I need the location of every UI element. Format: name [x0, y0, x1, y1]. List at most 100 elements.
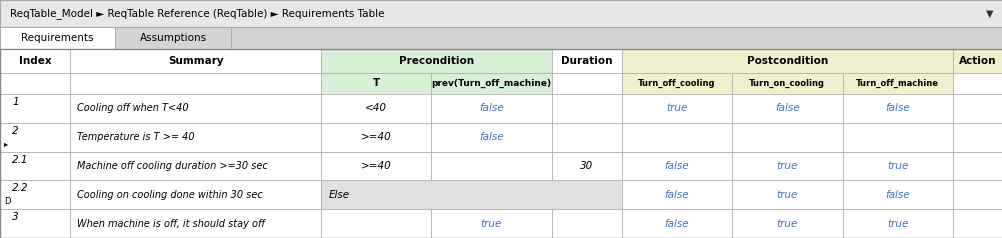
- Text: false: false: [885, 103, 909, 114]
- Bar: [0, 123, 70, 152]
- Text: Turn_on_cooling: Turn_on_cooling: [748, 79, 825, 88]
- Bar: [70, 94, 321, 123]
- Text: 2.2: 2.2: [12, 183, 28, 193]
- Text: false: false: [664, 218, 688, 229]
- Bar: [0, 180, 70, 209]
- Bar: [0, 209, 70, 238]
- Text: 1: 1: [12, 97, 19, 107]
- Text: true: true: [776, 161, 798, 171]
- Bar: [842, 180, 952, 209]
- Bar: [621, 209, 731, 238]
- Bar: [621, 49, 952, 73]
- Text: 2: 2: [12, 126, 19, 136]
- Text: Action: Action: [958, 56, 996, 66]
- Bar: [551, 123, 621, 152]
- Bar: [551, 209, 621, 238]
- Text: 3: 3: [12, 212, 19, 222]
- Bar: [321, 180, 621, 209]
- Bar: [551, 94, 621, 123]
- Text: false: false: [479, 103, 503, 114]
- Text: ▼: ▼: [985, 9, 992, 19]
- Bar: [0, 94, 70, 123]
- Bar: [621, 152, 731, 180]
- Text: Turn_off_cooling: Turn_off_cooling: [637, 79, 715, 88]
- Bar: [952, 180, 1002, 209]
- Bar: [952, 94, 1002, 123]
- Bar: [731, 180, 842, 209]
- Bar: [431, 94, 551, 123]
- Text: true: true: [776, 190, 798, 200]
- Text: Else: Else: [329, 190, 350, 200]
- Bar: [70, 123, 321, 152]
- Text: Temperature is T >= 40: Temperature is T >= 40: [77, 132, 194, 142]
- Bar: [230, 27, 1002, 49]
- Text: Cooling on cooling done within 30 sec: Cooling on cooling done within 30 sec: [77, 190, 263, 200]
- Bar: [731, 73, 842, 94]
- Text: Precondition: Precondition: [399, 56, 473, 66]
- Bar: [70, 152, 321, 180]
- Bar: [842, 94, 952, 123]
- Bar: [731, 152, 842, 180]
- Bar: [621, 180, 731, 209]
- Text: false: false: [885, 190, 909, 200]
- Bar: [731, 209, 842, 238]
- Bar: [842, 73, 952, 94]
- Bar: [321, 49, 551, 73]
- Text: >=40: >=40: [361, 132, 391, 142]
- Bar: [952, 49, 1002, 73]
- Bar: [952, 152, 1002, 180]
- Text: Cooling off when T<40: Cooling off when T<40: [77, 103, 188, 114]
- Text: Turn_off_machine: Turn_off_machine: [856, 79, 938, 88]
- Text: prev(Turn_off_machine): prev(Turn_off_machine): [431, 79, 551, 88]
- Text: 30: 30: [579, 161, 593, 171]
- Text: Postcondition: Postcondition: [745, 56, 828, 66]
- Bar: [0, 73, 70, 94]
- Bar: [621, 73, 731, 94]
- Bar: [115, 27, 230, 49]
- Text: true: true: [480, 218, 502, 229]
- Bar: [321, 152, 431, 180]
- Bar: [0, 152, 70, 180]
- Bar: [0, 0, 1002, 27]
- Text: <40: <40: [365, 103, 387, 114]
- Text: ReqTable_Model ► ReqTable Reference (ReqTable) ► Requirements Table: ReqTable_Model ► ReqTable Reference (Req…: [10, 8, 384, 19]
- Bar: [70, 49, 321, 73]
- Bar: [731, 123, 842, 152]
- Text: false: false: [664, 161, 688, 171]
- Text: ▸: ▸: [4, 139, 8, 148]
- Bar: [431, 123, 551, 152]
- Text: >=40: >=40: [361, 161, 391, 171]
- Text: true: true: [886, 218, 908, 229]
- Text: 2.1: 2.1: [12, 155, 28, 165]
- Text: Index: Index: [19, 56, 51, 66]
- Text: false: false: [479, 132, 503, 142]
- Bar: [321, 209, 431, 238]
- Bar: [70, 209, 321, 238]
- Text: Assumptions: Assumptions: [139, 33, 206, 43]
- Bar: [731, 94, 842, 123]
- Bar: [431, 209, 551, 238]
- Text: T: T: [372, 78, 380, 88]
- Bar: [842, 152, 952, 180]
- Bar: [0, 27, 115, 49]
- Bar: [0, 49, 70, 73]
- Bar: [621, 123, 731, 152]
- Text: When machine is off, it should stay off: When machine is off, it should stay off: [77, 218, 265, 229]
- Bar: [70, 180, 321, 209]
- Text: true: true: [665, 103, 687, 114]
- Bar: [321, 94, 431, 123]
- Text: Duration: Duration: [560, 56, 612, 66]
- Text: Summary: Summary: [167, 56, 223, 66]
- Bar: [551, 49, 621, 73]
- Bar: [431, 73, 551, 94]
- Bar: [321, 73, 431, 94]
- Text: D: D: [4, 197, 10, 206]
- Bar: [621, 94, 731, 123]
- Bar: [431, 152, 551, 180]
- Bar: [842, 123, 952, 152]
- Bar: [952, 123, 1002, 152]
- Bar: [952, 73, 1002, 94]
- Bar: [551, 73, 621, 94]
- Text: Machine off cooling duration >=30 sec: Machine off cooling duration >=30 sec: [77, 161, 268, 171]
- Text: true: true: [886, 161, 908, 171]
